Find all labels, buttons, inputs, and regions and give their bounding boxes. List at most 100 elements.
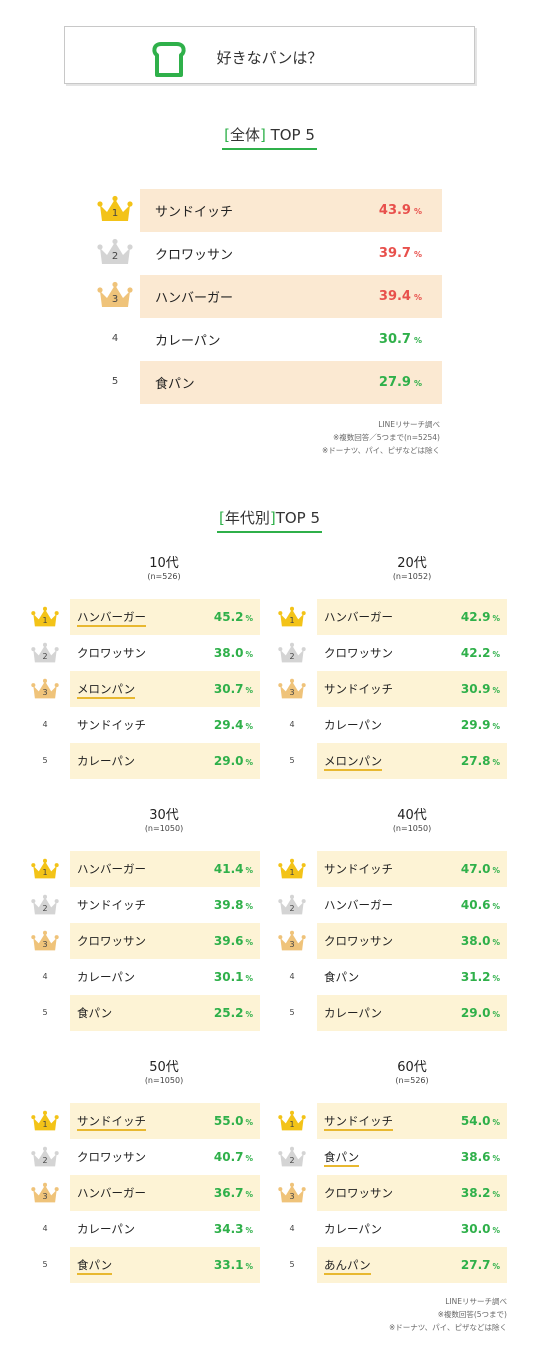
gold-crown-icon: 1 (278, 858, 306, 880)
percent-value: 38.6 (460, 1150, 491, 1164)
rank-number: 3 (289, 688, 295, 697)
ranking-row: ハンバーガー 42.9% (317, 599, 507, 635)
percent-unit: % (245, 974, 253, 983)
percent-value: 39.8 (213, 898, 244, 912)
rank-number: 4 (289, 720, 295, 729)
percent-unit: % (245, 1226, 253, 1235)
rank-number: 1 (289, 1120, 295, 1129)
item-name-text: カレーパン (324, 1222, 382, 1236)
item-percent: 41.4% (214, 862, 260, 876)
item-name-text: サンドイッチ (77, 1114, 146, 1131)
ranking-row: カレーパン 30.1% (70, 959, 260, 995)
percent-value: 54.0 (460, 1114, 491, 1128)
age-heading: [年代別]TOP 5 (0, 507, 539, 533)
item-name: サンドイッチ (317, 681, 461, 697)
rank-number: 4 (42, 972, 48, 981)
item-name: ハンバーガー (317, 897, 461, 913)
ranking-row: クロワッサン 38.0% (70, 635, 260, 671)
percent-value: 36.7 (213, 1186, 244, 1200)
ranking-row: クロワッサン 42.2% (317, 635, 507, 671)
heading-rest: TOP 5 (275, 509, 321, 527)
bronze-crown-icon: 3 (278, 1182, 306, 1204)
ranking-row: ハンバーガー 36.7% (70, 1175, 260, 1211)
item-percent: 55.0% (214, 1114, 260, 1128)
item-name: サンドイッチ (317, 861, 461, 877)
bracket-open: [ (224, 126, 230, 144)
percent-unit: % (492, 722, 500, 731)
percent-unit: % (492, 1154, 500, 1163)
rank-number: 3 (42, 688, 48, 697)
item-name-text: クロワッサン (77, 646, 146, 660)
ranking-row: クロワッサン 39.6% (70, 923, 260, 959)
silver-crown-icon: 2 (278, 642, 306, 664)
sample-size: (n=526) (395, 1076, 429, 1085)
percent-unit: % (413, 250, 422, 259)
rank-number: 2 (42, 1156, 48, 1165)
gold-crown-icon: 1 (31, 606, 59, 628)
percent-unit: % (492, 1118, 500, 1127)
item-name: サンドイッチ (317, 1113, 461, 1131)
percent-unit: % (413, 336, 422, 345)
percent-unit: % (492, 974, 500, 983)
silver-crown-icon: 2 (278, 894, 306, 916)
rank-number: 5 (42, 1008, 48, 1017)
rank-number: 2 (42, 652, 48, 661)
percent-value: 25.2 (213, 1006, 244, 1020)
bread-slice-icon (152, 42, 186, 77)
item-name-text: 食パン (324, 1150, 360, 1167)
ranking-row: サンドイッチ 39.8% (70, 887, 260, 923)
percent-value: 38.0 (460, 934, 491, 948)
ranking-row: クロワッサン 38.2% (317, 1175, 507, 1211)
item-percent: 38.6% (461, 1150, 507, 1164)
item-percent: 39.7% (379, 246, 442, 261)
silver-crown-icon: 2 (31, 894, 59, 916)
item-percent: 43.9% (379, 203, 442, 218)
ranking-row: ハンバーガー 41.4% (70, 851, 260, 887)
ranking-row: サンドイッチ 54.0% (317, 1103, 507, 1139)
item-percent: 45.2% (214, 610, 260, 624)
rank-number: 3 (289, 940, 295, 949)
item-name-text: クロワッサン (77, 1150, 146, 1164)
percent-value: 31.2 (460, 970, 491, 984)
percent-value: 38.0 (213, 646, 244, 660)
item-percent: 33.1% (214, 1258, 260, 1272)
percent-value: 27.8 (460, 754, 491, 768)
ranking-row: メロンパン 30.7% (70, 671, 260, 707)
percent-value: 40.6 (460, 898, 491, 912)
item-percent: 54.0% (461, 1114, 507, 1128)
percent-value: 34.3 (213, 1222, 244, 1236)
percent-unit: % (245, 722, 253, 731)
age-notes: LINEリサーチ調べ ※複数回答(5つまで) ※ドーナツ、パイ、ピザなどは除く (357, 1295, 507, 1334)
note-line: LINEリサーチ調べ (378, 420, 440, 429)
age-group-heading: 50代 (n=1050) (104, 1056, 224, 1085)
ranking-row: ハンバーガー 45.2% (70, 599, 260, 635)
percent-value: 39.4 (378, 289, 411, 304)
note-line: ※複数回答／5つまで(n=5254) (332, 433, 440, 442)
ranking-row: ハンバーガー 39.4% (140, 275, 442, 318)
item-name-text: クロワッサン (324, 1186, 393, 1200)
silver-crown-icon: 2 (31, 642, 59, 664)
item-name-text: ハンバーガー (77, 610, 146, 627)
item-name: メロンパン (317, 753, 461, 771)
item-name: カレーパン (155, 334, 221, 349)
percent-value: 30.0 (460, 1222, 491, 1236)
item-name-text: ハンバーガー (324, 610, 393, 624)
percent-unit: % (492, 1226, 500, 1235)
gold-crown-icon: 1 (31, 1110, 59, 1132)
percent-value: 30.9 (460, 682, 491, 696)
percent-unit: % (245, 614, 253, 623)
item-name-text: カレーパン (324, 1006, 382, 1020)
item-name-text: 食パン (77, 1258, 113, 1275)
rank-number: 4 (42, 720, 48, 729)
item-name: クロワッサン (70, 645, 214, 661)
item-percent: 38.2% (461, 1186, 507, 1200)
percent-value: 41.4 (213, 862, 244, 876)
percent-value: 30.1 (213, 970, 244, 984)
item-percent: 36.7% (214, 1186, 260, 1200)
item-name-text: クロワッサン (324, 646, 393, 660)
percent-value: 47.0 (460, 862, 491, 876)
item-percent: 29.0% (461, 1006, 507, 1020)
percent-value: 29.0 (213, 754, 244, 768)
percent-value: 39.7 (378, 246, 411, 261)
silver-crown-icon: 2 (278, 1146, 306, 1168)
